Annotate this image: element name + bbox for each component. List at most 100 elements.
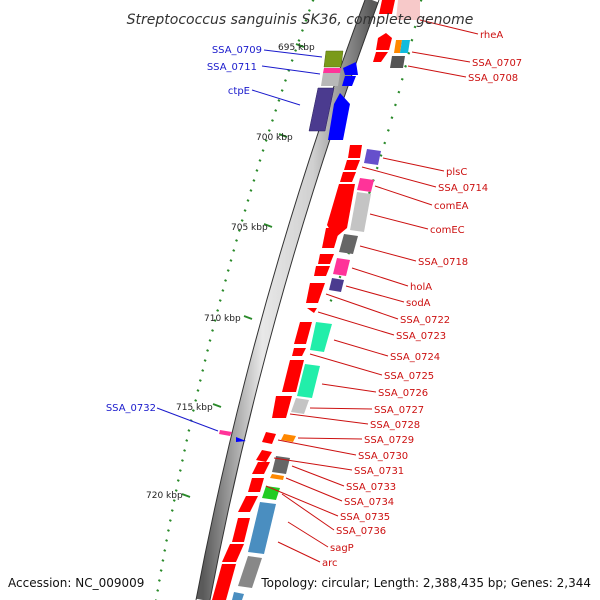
connector: [419, 19, 479, 35]
gene-ssa0722[interactable]: [306, 283, 325, 303]
gene-plsC[interactable]: [364, 149, 381, 165]
gene-ssa0718[interactable]: [339, 234, 358, 254]
gene-label[interactable]: SSA_0709: [212, 45, 262, 56]
gene-ssa0729-orange[interactable]: [281, 434, 296, 442]
gene-label[interactable]: SSA_0724: [390, 352, 440, 363]
gene-label[interactable]: SSA_0729: [364, 435, 414, 446]
gene-ctpE[interactable]: [308, 87, 335, 132]
gene-ssa0733[interactable]: [272, 456, 290, 474]
gene-label[interactable]: rheA: [480, 30, 503, 41]
gene-label[interactable]: SSA_0722: [400, 315, 450, 326]
gene-comEA[interactable]: [357, 178, 374, 192]
gene-sodA-red[interactable]: [314, 266, 330, 276]
gene-label[interactable]: SSA_0723: [396, 331, 446, 342]
gene-red-short[interactable]: [373, 52, 388, 62]
gene-ssa0726-red[interactable]: [282, 360, 304, 392]
gene-holA-red[interactable]: [318, 254, 334, 264]
gene-rheA-box[interactable]: [396, 0, 420, 20]
gene-label[interactable]: SSA_0730: [358, 451, 408, 462]
tick-label: 715 kbp: [176, 403, 213, 413]
gene-ssa0725-arrow[interactable]: [292, 348, 306, 356]
gene-sagP[interactable]: [248, 502, 276, 554]
gene-ssa0711[interactable]: [323, 68, 341, 73]
scale-dot: [206, 349, 210, 352]
gene-blue-small2[interactable]: [342, 76, 356, 86]
gene-top-red[interactable]: [376, 33, 392, 50]
gene-bottom-red[interactable]: [212, 564, 236, 600]
gene-ssa0723[interactable]: [307, 308, 317, 313]
gene-comEA-red[interactable]: [340, 172, 356, 182]
gene-label[interactable]: SSA_0732: [106, 403, 156, 414]
gene-ssa0734[interactable]: [270, 474, 284, 480]
connector: [285, 477, 343, 502]
gene-label[interactable]: SSA_0718: [418, 257, 468, 268]
gene-plsC-red[interactable]: [348, 145, 362, 158]
gene-ssa0724[interactable]: [310, 322, 332, 352]
scale-dot: [183, 449, 187, 452]
gene-label[interactable]: comEC: [430, 225, 465, 236]
reverse-strand-features: [219, 50, 358, 442]
gene-ssa0718-red[interactable]: [322, 228, 340, 248]
gene-ssa0734-red[interactable]: [252, 462, 270, 474]
gene-rheA[interactable]: [379, 0, 395, 14]
scale-dot: [235, 239, 238, 242]
gene-label[interactable]: comEA: [434, 201, 469, 212]
tick-mark: [181, 493, 191, 498]
gene-ssa0727[interactable]: [291, 398, 309, 414]
gene-sagP-red[interactable]: [238, 496, 258, 512]
gene-blue-small[interactable]: [343, 62, 358, 75]
gene-arc-red[interactable]: [232, 518, 250, 542]
gene-label[interactable]: SSA_0734: [344, 497, 394, 508]
gene-ssa0711b[interactable]: [321, 73, 340, 86]
gene-ssa0708[interactable]: [390, 56, 405, 68]
gene-ssa0732-arrow[interactable]: [236, 437, 246, 442]
gene-ssa0735[interactable]: [248, 478, 264, 492]
gene-label[interactable]: holA: [410, 282, 432, 293]
gene-ssa0709[interactable]: [323, 50, 344, 68]
gene-bottom-blue[interactable]: [232, 592, 244, 600]
gene-label[interactable]: SSA_0711: [207, 62, 257, 73]
gene-holA[interactable]: [333, 258, 350, 276]
gene-label[interactable]: plsC: [446, 167, 467, 178]
gene-label[interactable]: SSA_0726: [378, 388, 428, 399]
scale-dot: [300, 29, 304, 32]
gene-ssa0731[interactable]: [256, 450, 272, 462]
gene-sodA[interactable]: [329, 278, 344, 292]
gene-ssa0726[interactable]: [297, 364, 320, 398]
gene-ssa0730[interactable]: [262, 432, 276, 444]
gene-label[interactable]: arc: [322, 558, 338, 569]
gene-label[interactable]: SSA_0708: [468, 73, 518, 84]
gene-ssa0714-red[interactable]: [344, 160, 360, 170]
gene-arc[interactable]: [222, 544, 244, 562]
gene-label[interactable]: sodA: [406, 298, 431, 309]
gene-arc-grey[interactable]: [238, 556, 262, 588]
gene-ctpE-arrow[interactable]: [328, 93, 350, 140]
map-title: Streptococcus sanguinis SK36, complete g…: [127, 12, 474, 28]
gene-ssa0724-red[interactable]: [294, 322, 312, 344]
gene-label[interactable]: SSA_0731: [354, 466, 404, 477]
gene-label[interactable]: SSA_0728: [370, 420, 420, 431]
connector: [309, 353, 383, 376]
gene-label[interactable]: SSA_0727: [374, 405, 424, 416]
gene-label[interactable]: SSA_0725: [384, 371, 434, 382]
gene-ssa0707[interactable]: [400, 40, 410, 53]
gene-label[interactable]: SSA_0735: [340, 512, 390, 523]
gene-ssa0728[interactable]: [272, 396, 292, 418]
connector: [374, 185, 433, 206]
gene-label[interactable]: SSA_0733: [346, 482, 396, 493]
gene-label[interactable]: SSA_0736: [336, 526, 386, 537]
connector: [351, 267, 409, 287]
scale-dot: [187, 429, 191, 432]
gene-label[interactable]: SSA_0714: [438, 183, 488, 194]
gene-label[interactable]: SSA_0707: [472, 58, 522, 69]
gene-comEC-arrow[interactable]: [327, 184, 355, 238]
gene-label[interactable]: sagP: [330, 543, 354, 554]
gene-label[interactable]: ctpE: [228, 86, 250, 97]
gene-ssa0732-pink[interactable]: [219, 430, 232, 436]
gene-ssa0707-orange[interactable]: [394, 40, 402, 53]
gene-comEC[interactable]: [350, 192, 371, 232]
scale-dot: [297, 39, 301, 42]
scale-dot: [163, 549, 167, 552]
scale-dot: [243, 209, 247, 212]
